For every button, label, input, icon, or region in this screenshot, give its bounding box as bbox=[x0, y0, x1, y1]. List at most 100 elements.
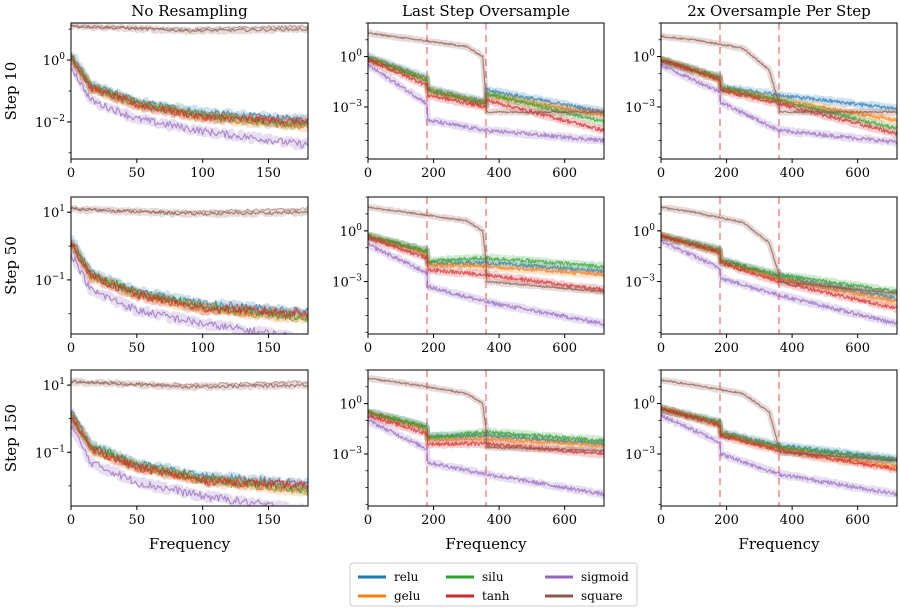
x-tick-label: 50 bbox=[129, 341, 146, 356]
series-square-line bbox=[71, 379, 308, 389]
axes-frame bbox=[367, 196, 605, 335]
plot-area bbox=[368, 23, 604, 159]
y-tick-label: 10−1 bbox=[35, 272, 65, 289]
series-gelu-line bbox=[71, 413, 308, 496]
x-tick-label: 0 bbox=[364, 341, 372, 356]
plot-area bbox=[661, 197, 897, 334]
y-tick-label: 10−3 bbox=[625, 446, 655, 463]
plot-area bbox=[71, 23, 308, 151]
y-tick-label: 101 bbox=[43, 377, 65, 394]
axes-frame bbox=[367, 369, 605, 507]
series-square-line bbox=[661, 205, 897, 295]
x-tick-label: 200 bbox=[714, 513, 739, 528]
x-tick-label: 200 bbox=[421, 166, 446, 181]
x-tick-label: 50 bbox=[129, 166, 146, 181]
x-axis-label: Frequency bbox=[149, 535, 231, 553]
series-square-line-upper bbox=[71, 379, 308, 387]
x-tick-label: 200 bbox=[421, 513, 446, 528]
x-tick-label: 600 bbox=[552, 513, 577, 528]
series-square-line bbox=[368, 32, 604, 114]
series-tanh-line bbox=[71, 57, 308, 126]
series-tanh-line bbox=[71, 240, 308, 317]
y-tick-label: 10−1 bbox=[35, 444, 65, 461]
panel-r0-c1: 0 200 400 600 100 10−3 bbox=[332, 22, 605, 181]
series-tanh-line bbox=[71, 417, 308, 490]
row-label: Step 10 bbox=[2, 62, 20, 121]
x-tick-label: 100 bbox=[190, 513, 215, 528]
legend-label-sigmoid: sigmoid bbox=[581, 570, 629, 584]
x-tick-label: 0 bbox=[67, 513, 75, 528]
y-tick-label: 10−3 bbox=[625, 274, 655, 291]
x-tick-label: 200 bbox=[714, 166, 739, 181]
x-tick-label: 0 bbox=[657, 166, 665, 181]
x-tick-label: 150 bbox=[256, 166, 281, 181]
series-square-line-upper bbox=[71, 24, 308, 32]
x-tick-label: 600 bbox=[845, 166, 870, 181]
x-tick-label: 400 bbox=[780, 513, 805, 528]
row-label: Step 150 bbox=[2, 404, 20, 472]
panel-r1-c1: 0 200 400 600 100 10−3 bbox=[332, 196, 605, 356]
x-tick-label: 400 bbox=[780, 166, 805, 181]
x-tick-label: 0 bbox=[364, 513, 372, 528]
panel-r1-c0: 0 50 100 150 101 10−1 bbox=[35, 196, 309, 356]
series-tanh-band bbox=[71, 239, 308, 321]
axes-frame bbox=[660, 196, 898, 335]
panel-r0-c2: 0 200 400 600 100 10−3 bbox=[625, 22, 898, 181]
x-tick-label: 100 bbox=[190, 341, 215, 356]
x-tick-label: 150 bbox=[256, 513, 281, 528]
plot-area bbox=[661, 23, 897, 159]
legend-label-tanh: tanh bbox=[482, 589, 510, 603]
y-tick-label: 100 bbox=[340, 396, 363, 413]
series-square-line bbox=[661, 379, 897, 462]
x-tick-label: 600 bbox=[845, 341, 870, 356]
series-square-line bbox=[661, 35, 897, 114]
column-title: Last Step Oversample bbox=[402, 2, 570, 20]
axes-frame bbox=[660, 369, 898, 507]
x-tick-label: 0 bbox=[657, 513, 665, 528]
plot-area bbox=[661, 370, 897, 506]
series-square-line bbox=[368, 377, 604, 452]
x-tick-label: 400 bbox=[487, 513, 512, 528]
y-tick-label: 100 bbox=[340, 223, 363, 240]
x-tick-label: 600 bbox=[845, 513, 870, 528]
y-tick-label: 10−3 bbox=[625, 99, 655, 116]
column-title: No Resampling bbox=[131, 2, 248, 20]
x-tick-label: 200 bbox=[714, 341, 739, 356]
y-tick-label: 100 bbox=[43, 52, 66, 69]
series-sigmoid-band bbox=[71, 61, 308, 151]
column-title: 2x Oversample Per Step bbox=[687, 2, 871, 20]
y-tick-label: 10−3 bbox=[332, 99, 362, 116]
series-sigmoid-line bbox=[71, 425, 297, 506]
series-sigmoid-line bbox=[661, 413, 897, 497]
series-silu-band bbox=[71, 414, 308, 496]
y-tick-label: 10−3 bbox=[332, 274, 362, 291]
legend: relu gelu silu tanh sigmoid square bbox=[349, 562, 638, 607]
series-sigmoid-line bbox=[661, 239, 897, 325]
series-square-line bbox=[71, 206, 308, 216]
panel-r1-c2: 0 200 400 600 100 10−3 bbox=[625, 196, 898, 356]
x-tick-label: 400 bbox=[487, 341, 512, 356]
x-axis-label: Frequency bbox=[445, 535, 527, 553]
plot-area bbox=[368, 370, 604, 506]
y-tick-label: 100 bbox=[633, 396, 656, 413]
y-tick-label: 100 bbox=[340, 49, 363, 66]
series-relu-line bbox=[71, 411, 308, 488]
x-tick-label: 400 bbox=[487, 166, 512, 181]
x-tick-label: 0 bbox=[364, 166, 372, 181]
legend-label-relu: relu bbox=[394, 570, 419, 584]
panel-r0-c0: 0 50 100 150 100 10−2 bbox=[35, 22, 309, 181]
legend-label-gelu: gelu bbox=[394, 589, 421, 603]
x-tick-label: 600 bbox=[552, 166, 577, 181]
series-tanh-band bbox=[71, 54, 308, 129]
x-tick-label: 200 bbox=[421, 341, 446, 356]
plot-area bbox=[71, 377, 308, 506]
y-tick-label: 10−3 bbox=[332, 446, 362, 463]
y-tick-label: 100 bbox=[633, 49, 656, 66]
row-label: Step 50 bbox=[2, 236, 20, 295]
series-sigmoid-line bbox=[368, 419, 604, 497]
axes-frame bbox=[660, 22, 898, 160]
series-sigmoid-line bbox=[661, 63, 897, 144]
x-tick-label: 50 bbox=[129, 513, 146, 528]
panel-r2-c2: 0 200 400 600 100 10−3 Frequency bbox=[625, 369, 898, 553]
